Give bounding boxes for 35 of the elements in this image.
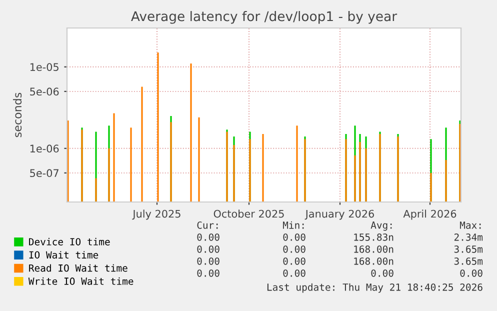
chart-title: Average latency for /dev/loop1 - by year: [131, 11, 398, 24]
x-tick-label: July 2025: [132, 210, 180, 220]
text: 2.34m: [454, 233, 483, 241]
text: 3.65m: [454, 257, 483, 265]
text: 0.00: [197, 245, 220, 253]
text: Cur:: [197, 221, 218, 229]
legend-label: IO Wait time: [29, 251, 98, 259]
text: 0.00: [197, 257, 220, 265]
text: 0.00: [460, 269, 482, 277]
text: 0.00: [197, 269, 220, 277]
x-tick-label: April 2026: [403, 210, 456, 220]
y-tick-label: 5e-07: [30, 169, 58, 178]
y-tick-label: 1e-06: [30, 144, 59, 153]
y-tick-label: 1e-05: [30, 63, 58, 71]
text: Max:: [460, 222, 481, 229]
text: Last update: Thu May 21 18:40:25 2026: [267, 283, 482, 293]
text: 0.00: [197, 233, 220, 241]
legend-label: Device IO time: [29, 238, 110, 246]
x-tick-label: October 2025: [214, 210, 284, 218]
text: 3.65m: [454, 245, 483, 253]
text: 0.00: [283, 233, 306, 241]
legend-label: Write IO Wait time: [28, 277, 134, 285]
legend-label: Read IO Wait time: [29, 264, 128, 272]
x-tick-label: January 2026: [304, 210, 374, 220]
y-axis-title: seconds: [13, 92, 22, 138]
text: Avg:: [370, 222, 392, 231]
text: 0.00: [371, 269, 394, 277]
text: 0.00: [283, 269, 306, 277]
y-tick-label: 5e-06: [30, 88, 59, 96]
text: Min:: [282, 221, 304, 229]
text: 155.83n: [354, 233, 394, 241]
text: 0.00: [283, 257, 306, 265]
text: 168.00n: [354, 245, 394, 253]
text: 168.00n: [354, 257, 394, 265]
text: 0.00: [283, 245, 306, 253]
